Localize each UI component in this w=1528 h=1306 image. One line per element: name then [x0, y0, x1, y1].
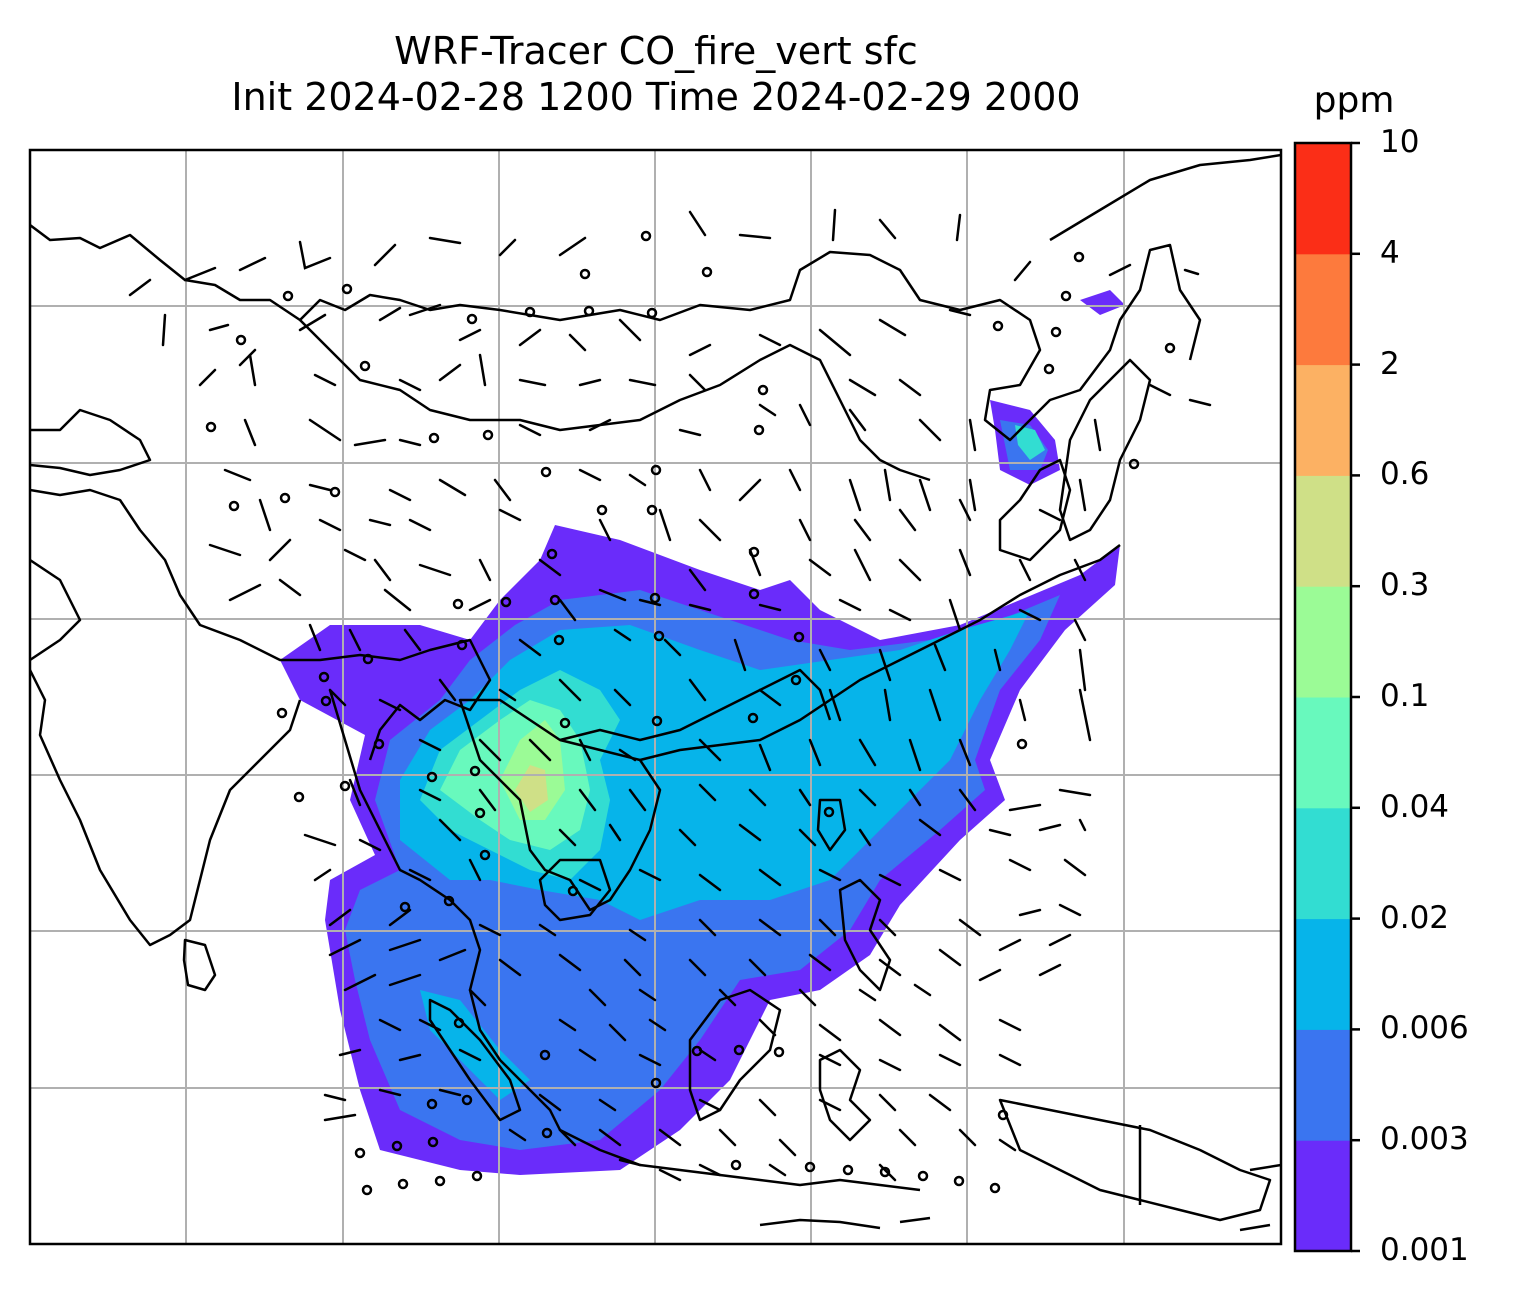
title-line-2: Init 2024-02-28 1200 Time 2024-02-29 200…	[231, 75, 1081, 119]
colorbar-unit-label: ppm	[1313, 80, 1395, 121]
title-line-1: WRF-Tracer CO_fire_vert sfc	[394, 29, 918, 73]
colorbar-segment	[1295, 364, 1351, 476]
malay-peninsula	[428, 998, 522, 1122]
wind-barb-row-10	[328, 678, 1092, 742]
west-asia-border	[30, 408, 152, 477]
colorbar-tick-label: 0.001	[1380, 1232, 1469, 1268]
bay-of-bengal-east-coast	[328, 689, 562, 1131]
map-frame	[28, 148, 1283, 1246]
colorbar-segment	[1295, 697, 1351, 809]
colorbar-tick-label: 10	[1380, 124, 1420, 160]
wind-barb-row-6	[258, 498, 1062, 542]
philippines	[838, 878, 892, 992]
korea	[998, 458, 1072, 562]
colorbar-segment	[1295, 1140, 1351, 1252]
wind-barb-row-9	[308, 623, 1087, 692]
colorbar-segment	[1295, 807, 1351, 920]
coastlines-and-borders	[30, 153, 1281, 1232]
sumatra-java	[559, 1128, 921, 1192]
colorbar-tick-label: 0.02	[1380, 899, 1450, 936]
timor-islands	[759, 1216, 931, 1230]
wind-barb-row-12	[348, 778, 1092, 812]
wind-barbs	[128, 208, 1212, 1182]
colorbar-tick-label: 0.04	[1380, 788, 1450, 825]
far-east-islands	[1239, 1163, 1281, 1232]
co-concentration-field	[280, 290, 1125, 1175]
india-coast	[30, 558, 302, 947]
wind-barb-row-5	[223, 468, 1087, 512]
wind-barb-row-14	[313, 858, 1087, 892]
wind-barb-row-19	[338, 1048, 1022, 1072]
colorbar-tick-label: 0.6	[1380, 456, 1430, 493]
wind-barb-row-16	[328, 933, 1072, 977]
colorbar-segment	[1295, 143, 1351, 255]
new-guinea	[998, 1098, 1272, 1222]
colorbar-tick-label: 0.3	[1380, 567, 1430, 604]
colorbar-tick-label: 0.006	[1380, 1010, 1469, 1047]
china-inner-border	[559, 668, 832, 742]
wind-barb-row-15	[328, 903, 1082, 942]
calm-wind-markers	[205, 230, 1176, 1196]
sulawesi	[818, 1048, 872, 1142]
indochina-border-2	[538, 858, 612, 922]
wind-barb-row-3	[198, 353, 1212, 417]
himalaya-border	[30, 488, 492, 761]
northern-border	[30, 224, 1202, 442]
wind-barb-row-2	[161, 303, 972, 367]
colorbar-segment	[1295, 475, 1351, 587]
northeast-coast	[1049, 153, 1281, 242]
colorbar-segment	[1295, 253, 1351, 366]
borneo	[688, 988, 782, 1122]
colorbar-tick-label: 2	[1380, 345, 1400, 382]
wind-barb-row-13	[303, 818, 1087, 852]
colorbar	[1293, 141, 1360, 1253]
wind-barb-row-4	[243, 403, 1102, 452]
plume-level-3-south	[420, 990, 530, 1100]
china-south-coast	[639, 544, 1121, 762]
colorbar-segment	[1295, 918, 1351, 1030]
sri-lanka	[182, 938, 217, 992]
wind-barb-row-20	[323, 1088, 952, 1117]
map-title: WRF-Tracer CO_fire_vert sfc Init 2024-02…	[30, 28, 1282, 120]
wind-barb-row-21	[323, 1113, 1017, 1157]
plume-level-4-north	[1015, 425, 1045, 460]
wind-barb-row-1	[128, 208, 1200, 297]
colorbar-tick-label: 0.1	[1380, 678, 1430, 714]
colorbar-segment	[1295, 1029, 1351, 1141]
colorbar-tick-label: 4	[1380, 234, 1400, 271]
japan	[1058, 358, 1152, 542]
wind-barb-row-17	[343, 963, 1062, 1007]
wind-barb-row-11	[418, 738, 972, 772]
colorbar-tick-label: 0.003	[1380, 1121, 1469, 1158]
taiwan	[816, 798, 847, 852]
wind-barb-row-8	[228, 578, 1087, 642]
colorbar-segment	[1295, 586, 1351, 698]
wind-barb-row-22	[618, 1158, 897, 1182]
wind-barb-row-18	[378, 1018, 1022, 1042]
plume-level-1-far-north	[1080, 290, 1125, 315]
mongolia-border	[299, 319, 931, 482]
plume-level-7	[515, 765, 548, 812]
wind-barb-row-7	[208, 538, 1087, 592]
